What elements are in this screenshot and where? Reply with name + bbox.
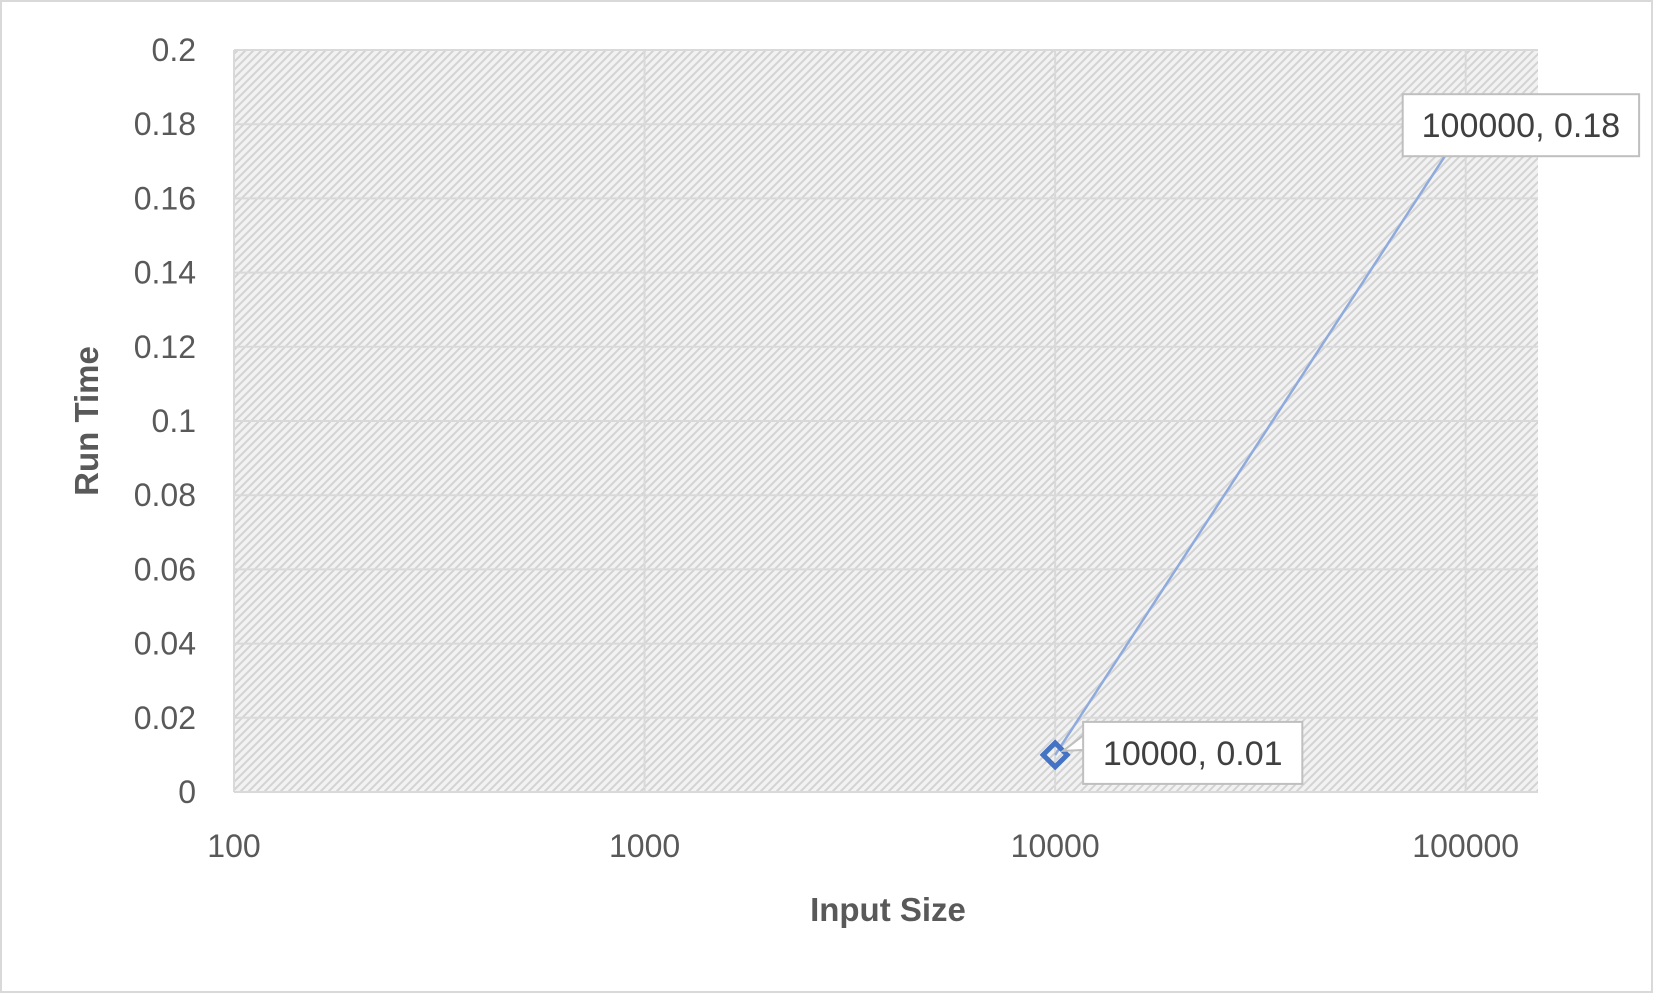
x-axis-title: Input Size xyxy=(810,891,966,928)
series-group: 10000, 0.01 100000, 0.18 xyxy=(1039,93,1641,785)
series-line xyxy=(1054,123,1467,756)
y-tick-label: 0.1 xyxy=(152,403,196,439)
y-tick-label: 0.04 xyxy=(134,626,196,662)
data-label-text: 10000, 0.01 xyxy=(1103,735,1283,773)
y-tick-label: 0.16 xyxy=(134,180,196,216)
y-axis-title: Run Time xyxy=(68,346,105,496)
x-tick-label: 100000 xyxy=(1412,828,1519,864)
x-tick-label: 1000 xyxy=(609,828,680,864)
x-tick-label: 10000 xyxy=(1011,828,1100,864)
y-gridlines xyxy=(234,49,1538,793)
y-tick-label: 0.06 xyxy=(134,551,196,587)
x-tick-labels: 100 1000 10000 100000 xyxy=(207,828,1519,864)
y-tick-label: 0.2 xyxy=(152,32,196,68)
y-tick-label: 0.12 xyxy=(134,329,196,365)
data-label-text: 100000, 0.18 xyxy=(1422,107,1621,145)
data-label: 10000, 0.01 xyxy=(1060,720,1304,785)
y-tick-label: 0 xyxy=(178,774,196,810)
data-label-box xyxy=(1401,93,1641,158)
y-tick-label: 0.02 xyxy=(134,700,196,736)
y-tick-labels: 0 0.02 0.04 0.06 0.08 0.1 0.12 0.14 0.16 0.18 0.2 xyxy=(134,32,196,810)
data-label: 100000, 0.18 xyxy=(1401,93,1641,158)
x-tick-label: 100 xyxy=(207,828,260,864)
data-label-pointer xyxy=(1060,733,1086,753)
x-gridlines xyxy=(233,50,1467,792)
y-tick-label: 0.14 xyxy=(134,255,196,291)
y-tick-label: 0.08 xyxy=(134,477,196,513)
data-label-box xyxy=(1082,720,1304,785)
y-tick-label: 0.18 xyxy=(134,106,196,142)
